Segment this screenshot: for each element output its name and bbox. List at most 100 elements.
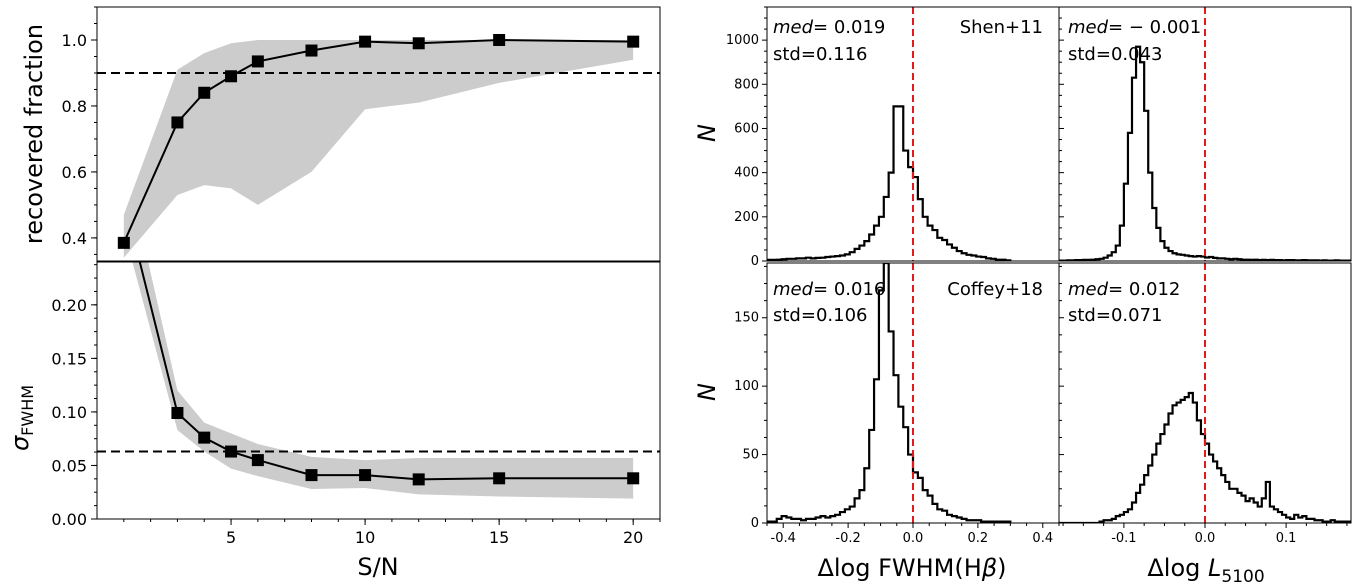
coffey-fwhm-med: med= 0.016 (773, 279, 885, 300)
histogram-frame (1058, 6, 1352, 262)
data-point-marker (359, 469, 372, 482)
fwhm-x-label: Δlog FWHM(Hβ) (817, 554, 1006, 582)
data-point-marker (627, 35, 640, 48)
recovered-fraction-markers (117, 33, 640, 249)
left-bottom-frame (96, 261, 661, 520)
x-tick-label: 10 (355, 528, 375, 547)
y-tick-label: 0.6 (62, 163, 87, 182)
y-tick-label: 1000 (726, 33, 759, 48)
med-value: = 0.016 (813, 279, 885, 300)
x-tick-label: 0.1 (1276, 531, 1297, 546)
shen-lum-med: med= − 0.001 (1068, 17, 1201, 38)
y-tick-label: 1.0 (62, 31, 87, 50)
y-tick-label: 0.10 (51, 403, 87, 422)
x-tick-label: 0.2 (968, 531, 989, 546)
shen-fwhm-std: std=0.116 (773, 44, 867, 65)
histogram-step (767, 263, 1012, 523)
histogram-step (767, 105, 1012, 261)
data-point-marker (198, 431, 211, 444)
x-tick-label: 0.4 (1032, 531, 1053, 546)
coffey-lum-med: med= 0.012 (1068, 279, 1180, 300)
recovered-fraction-y-ticks: 0.4 0.6 0.8 1.0 (62, 6, 97, 255)
y-tick-label: 0.15 (51, 349, 87, 368)
x-tick-label: -0.4 (771, 531, 796, 546)
recovered-fraction-y-label: recovered fraction (20, 24, 48, 244)
shen-tag: Shen+11 (960, 17, 1043, 38)
data-point-marker (251, 454, 264, 467)
y-tick-label: 0 (751, 254, 759, 269)
histogram-bottom-y-label: N (693, 383, 721, 401)
data-point-marker (117, 236, 130, 249)
histogram-annotations: med= 0.019 std=0.116 Shen+11 med= − 0.00… (773, 17, 1201, 326)
x-tick-label: 0.0 (903, 531, 924, 546)
x-tick-label: -0.1 (1111, 531, 1136, 546)
data-point-marker (198, 86, 211, 99)
x-tick-label: -0.2 (835, 531, 860, 546)
sigma-fwhm-line (138, 262, 634, 481)
y-tick-label: 0.00 (51, 510, 87, 529)
fwhm-x-label-close: ) (997, 554, 1006, 582)
y-tick-label: 0.20 (51, 296, 87, 315)
lum-x-label: Δlog L5100 (1147, 554, 1264, 584)
x-tick-label: 15 (489, 528, 509, 547)
fwhm-x-label-greek: β (981, 554, 997, 582)
y-tick-label: 150 (734, 311, 759, 326)
coffey-fwhm-histogram: 0 50 100 150 -0.4 -0.2 0.0 0.2 0.4 (734, 262, 1060, 546)
sigma-fwhm-band (132, 262, 634, 499)
lum-x-label-var: L (1208, 554, 1221, 582)
data-point-marker (493, 33, 506, 46)
shen-lum-std: std=0.043 (1068, 44, 1162, 65)
shen-lum-histogram (1058, 6, 1352, 262)
y-tick-label: 0.4 (62, 229, 87, 248)
fwhm-subscript: FWHM (18, 385, 37, 436)
y-tick-label: 200 (734, 210, 759, 225)
med-label: med (773, 279, 814, 300)
data-point-marker (359, 35, 372, 48)
med-value: = − 0.001 (1108, 17, 1201, 38)
lum-x-label-sub: 5100 (1221, 567, 1264, 584)
coffey-tag: Coffey+18 (947, 279, 1043, 300)
sigma-fwhm-y-ticks: 0.00 0.05 0.10 0.15 0.20 (51, 264, 97, 529)
data-point-marker (225, 70, 238, 83)
coffey-lum-std: std=0.071 (1068, 305, 1162, 326)
data-point-marker (305, 469, 318, 482)
data-point-marker (627, 472, 640, 485)
data-point-marker (305, 44, 318, 57)
histogram-top-y-label: N (693, 124, 721, 142)
data-point-marker (493, 472, 506, 485)
sn-x-ticks: 5 10 15 20 (123, 519, 661, 547)
med-label: med (1068, 279, 1109, 300)
med-label: med (1068, 17, 1109, 38)
coffey-lum-histogram: -0.1 0.0 0.1 (1058, 262, 1352, 546)
data-point-marker (412, 473, 425, 486)
data-point-marker (171, 406, 184, 419)
sigma-symbol: σ (6, 435, 34, 451)
left-top-panel: 0.4 0.6 0.8 1.0 recovered fraction (20, 6, 661, 262)
recovered-fraction-band (123, 39, 634, 258)
x-tick-label: 0.0 (1195, 531, 1216, 546)
data-point-marker (171, 116, 184, 129)
med-value: = 0.019 (813, 17, 885, 38)
left-bottom-panel: 0.00 0.05 0.10 0.15 0.20 5 10 15 20 σFWHM S/N (6, 192, 661, 581)
y-tick-label: 800 (734, 77, 759, 92)
histogram-step (1059, 391, 1351, 523)
y-tick-label: 50 (742, 448, 759, 463)
y-tick-label: 0.8 (62, 97, 87, 116)
shen-fwhm-med: med= 0.019 (773, 17, 885, 38)
left-top-frame (96, 6, 661, 262)
med-label: med (773, 17, 814, 38)
x-tick-label: 5 (226, 528, 236, 547)
sn-x-label: S/N (357, 553, 398, 581)
shen-fwhm-histogram: 0 200 400 600 800 1000 (726, 6, 1060, 269)
data-point-marker (225, 445, 238, 458)
recovered-fraction-line (122, 38, 634, 244)
lum-x-label-main: Δlog (1147, 554, 1208, 582)
sigma-fwhm-y-label: σFWHM (6, 385, 37, 451)
data-point-marker (251, 55, 264, 68)
med-value: = 0.012 (1108, 279, 1180, 300)
y-tick-label: 400 (734, 166, 759, 181)
data-point-marker (118, 192, 130, 204)
y-tick-label: 0 (751, 516, 759, 531)
fwhm-x-label-main: Δlog FWHM(H (817, 554, 981, 582)
